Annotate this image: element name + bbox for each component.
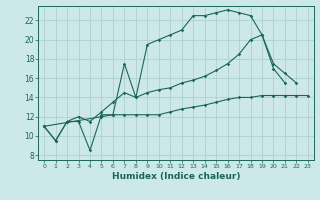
X-axis label: Humidex (Indice chaleur): Humidex (Indice chaleur) [112,172,240,181]
